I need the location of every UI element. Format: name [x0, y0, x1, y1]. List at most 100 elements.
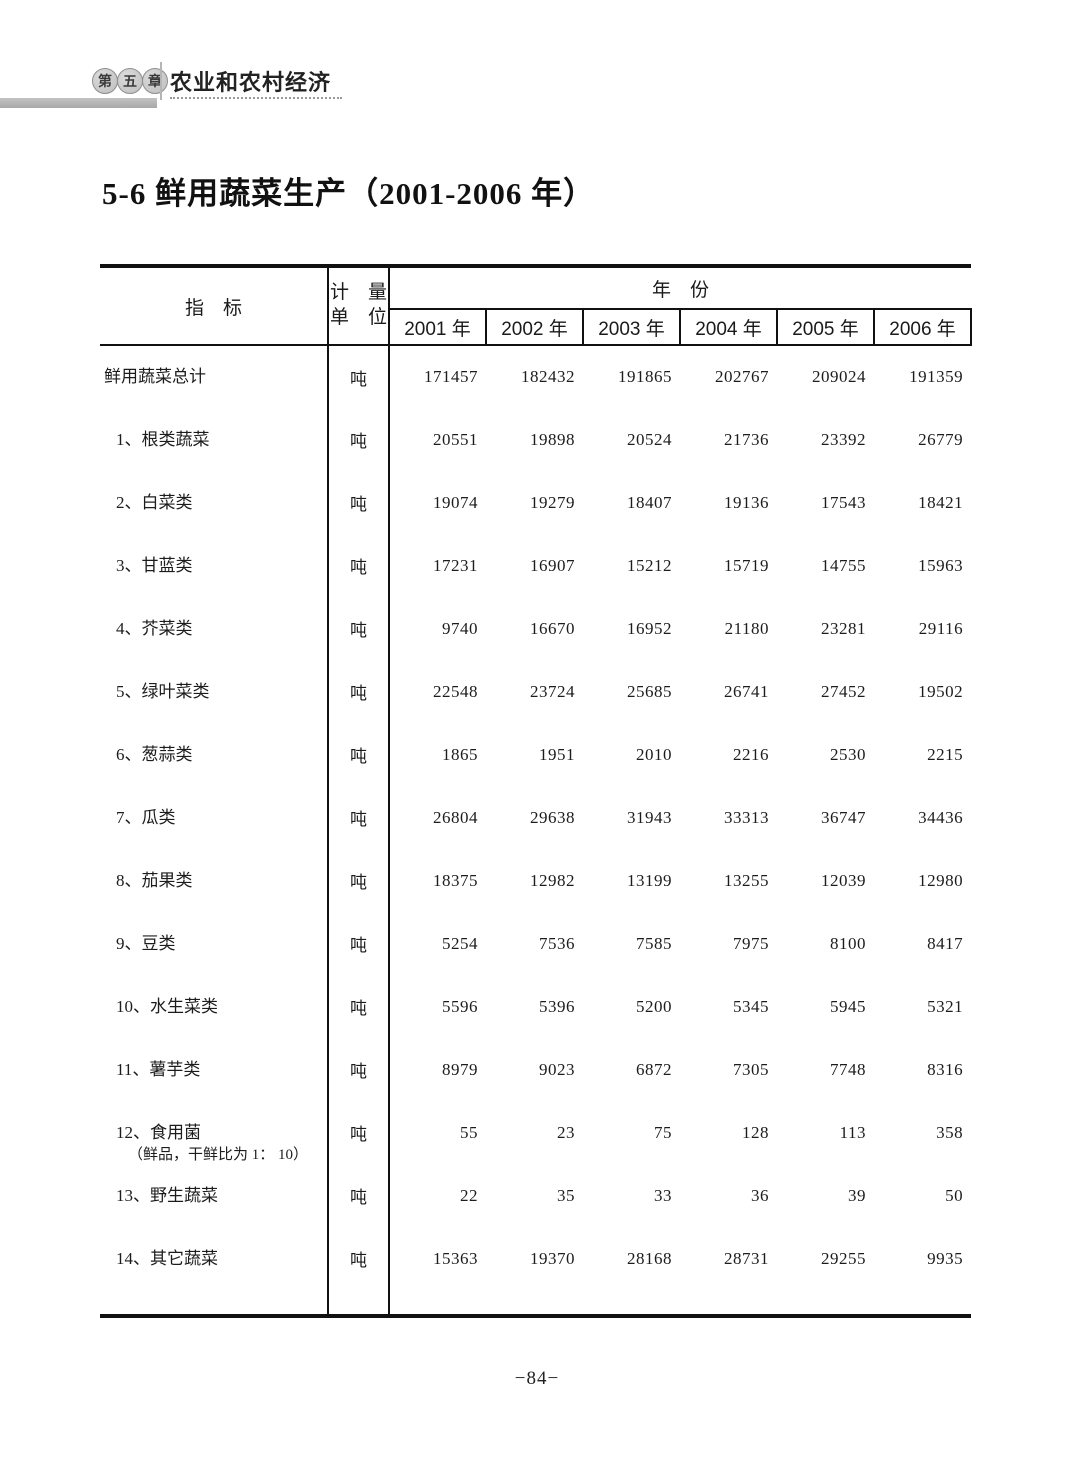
row-value: 19074 [433, 492, 478, 512]
row-unit: 吨 [327, 660, 390, 723]
row-value: 5345 [733, 996, 769, 1016]
row-unit: 吨 [327, 912, 390, 975]
row-label: 10、水生菜类 [116, 996, 218, 1016]
page-title: 5-6 鲜用蔬菜生产（2001-2006 年） [102, 176, 596, 211]
row-value: 12982 [530, 870, 575, 890]
row-value: 36 [751, 1185, 769, 1205]
row-label: 12、食用菌 （鲜品，干鲜比为 1： 10） [100, 1101, 328, 1164]
row-value: 1865 [442, 744, 478, 764]
row-unit: 吨 [327, 1038, 390, 1101]
row-label: 8、茄果类 [116, 870, 193, 890]
row-value: 7748 [830, 1059, 866, 1079]
row-value: 171457 [424, 367, 478, 386]
row-value: 16952 [627, 618, 672, 638]
chapter-badge: 第 五 章 [92, 67, 168, 95]
row-value: 26804 [433, 807, 478, 827]
row-value: 7585 [636, 933, 672, 953]
row-label: 4、芥菜类 [116, 618, 193, 638]
row-value: 9023 [539, 1059, 575, 1079]
row-unit: 吨 [327, 597, 390, 660]
row-value: 191865 [618, 367, 672, 386]
table-row: 3、甘蓝类 吨 17231 16907 15212 15719 14755 15963 [100, 534, 971, 597]
row-value: 14755 [821, 555, 866, 575]
row-value: 23 [557, 1122, 575, 1142]
row-value: 8979 [442, 1059, 478, 1079]
row-value: 6872 [636, 1059, 672, 1079]
row-label: 14、其它蔬菜 [116, 1248, 218, 1268]
row-value: 20551 [433, 429, 478, 449]
row-value: 29255 [821, 1248, 866, 1268]
row-label-note: （鲜品，干鲜比为 1： 10） [128, 1146, 309, 1163]
row-value: 358 [936, 1122, 964, 1142]
row-value: 12980 [918, 870, 964, 890]
table-row: 2、白菜类 吨 19074 19279 18407 19136 17543 18421 [100, 471, 971, 534]
table-row: 13、野生蔬菜 吨 22 35 33 36 39 50 [100, 1164, 971, 1227]
row-unit: 吨 [327, 345, 390, 408]
row-value: 9740 [442, 618, 478, 638]
row-value: 8100 [830, 933, 866, 953]
row-value: 55 [460, 1122, 478, 1142]
row-label: 1、根类蔬菜 [116, 429, 210, 449]
table-row: 10、水生菜类 吨 5596 5396 5200 5345 5945 5321 [100, 975, 971, 1038]
row-value: 128 [742, 1122, 769, 1142]
row-value: 23392 [821, 429, 866, 449]
row-value: 35 [557, 1185, 575, 1205]
row-value: 15212 [627, 555, 672, 575]
row-value: 13199 [627, 870, 672, 890]
row-value: 19136 [724, 492, 769, 512]
row-unit: 吨 [327, 1227, 390, 1290]
header-divider [160, 62, 162, 100]
table-row: 9、豆类 吨 5254 7536 7585 7975 8100 8417 [100, 912, 971, 975]
badge-char-circle: 第 [92, 68, 118, 94]
table-row: 5、绿叶菜类 吨 22548 23724 25685 26741 27452 19502 [100, 660, 971, 723]
row-value: 191359 [909, 367, 964, 386]
row-unit: 吨 [327, 1101, 390, 1164]
row-value: 1951 [539, 744, 575, 764]
unit-header-line1: 计 量 [329, 282, 387, 304]
row-unit: 吨 [327, 786, 390, 849]
row-value: 33 [654, 1185, 672, 1205]
row-value: 23281 [821, 618, 866, 638]
badge-char-circle: 章 [142, 68, 168, 94]
chapter-title: 农业和农村经济 [170, 70, 332, 95]
column-header-year-2002: 2002 年 [486, 309, 584, 346]
unit-header-line2: 单 位 [329, 307, 387, 328]
row-value: 19279 [530, 492, 575, 512]
row-value: 50 [945, 1185, 964, 1205]
row-value: 16670 [530, 618, 575, 638]
row-value: 209024 [812, 367, 866, 386]
table-row: 4、芥菜类 吨 9740 16670 16952 21180 23281 29116 [100, 597, 971, 660]
row-value: 12039 [821, 870, 866, 890]
table-row: 12、食用菌 （鲜品，干鲜比为 1： 10）吨 55 23 75 128 113 358 [100, 1101, 971, 1164]
row-value: 5321 [927, 996, 964, 1016]
row-value: 18407 [627, 492, 672, 512]
column-header-year-2005: 2005 年 [777, 309, 875, 346]
row-label: 鲜用蔬菜总计 [104, 367, 206, 386]
row-value: 26779 [918, 429, 964, 449]
row-value: 28168 [627, 1248, 672, 1268]
row-value: 7975 [733, 933, 769, 953]
row-value: 19898 [530, 429, 575, 449]
row-value: 22548 [433, 681, 478, 701]
row-value: 2530 [830, 744, 866, 764]
row-value: 25685 [627, 681, 672, 701]
row-unit: 吨 [327, 471, 390, 534]
row-value: 15963 [918, 555, 964, 575]
column-header-year-2003: 2003 年 [583, 309, 681, 346]
row-value: 23724 [530, 681, 575, 701]
chapter-header: 第 五 章 农业和农村经济 [0, 60, 1074, 120]
column-header-year-2006: 2006 年 [874, 309, 973, 346]
table-row: 11、薯芋类 吨 8979 9023 6872 7305 7748 8316 [100, 1038, 971, 1101]
row-value: 113 [839, 1122, 866, 1142]
row-value: 15719 [724, 555, 769, 575]
row-unit: 吨 [327, 1164, 390, 1227]
row-value: 33313 [724, 807, 769, 827]
row-value: 5254 [442, 933, 478, 953]
row-label: 2、白菜类 [116, 492, 193, 512]
row-label: 7、瓜类 [116, 807, 176, 827]
row-label: 11、薯芋类 [116, 1059, 201, 1079]
row-value: 31943 [627, 807, 672, 827]
row-value: 9935 [927, 1248, 964, 1268]
row-value: 17231 [433, 555, 478, 575]
